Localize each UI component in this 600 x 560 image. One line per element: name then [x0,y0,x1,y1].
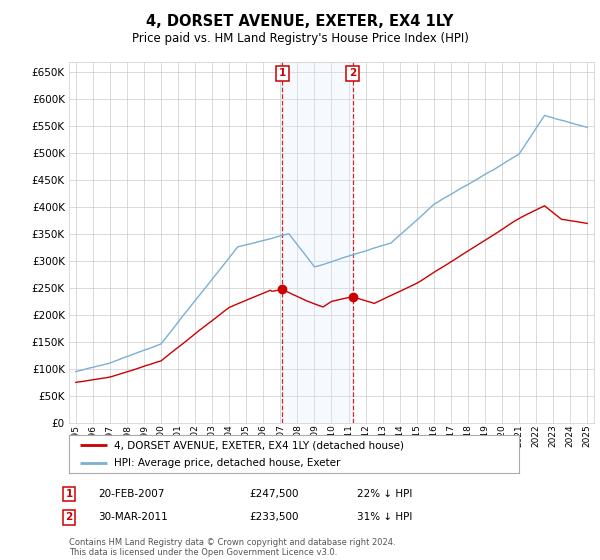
Text: 30-MAR-2011: 30-MAR-2011 [98,512,167,522]
Text: 4, DORSET AVENUE, EXETER, EX4 1LY: 4, DORSET AVENUE, EXETER, EX4 1LY [146,14,454,29]
Text: 31% ↓ HPI: 31% ↓ HPI [357,512,412,522]
Text: 2: 2 [349,68,356,78]
Text: 1: 1 [65,489,73,499]
Text: 22% ↓ HPI: 22% ↓ HPI [357,489,412,499]
Text: Price paid vs. HM Land Registry's House Price Index (HPI): Price paid vs. HM Land Registry's House … [131,31,469,45]
Text: 1: 1 [279,68,286,78]
Text: £247,500: £247,500 [249,489,299,499]
Text: HPI: Average price, detached house, Exeter: HPI: Average price, detached house, Exet… [114,458,340,468]
Text: 4, DORSET AVENUE, EXETER, EX4 1LY (detached house): 4, DORSET AVENUE, EXETER, EX4 1LY (detac… [114,440,404,450]
Bar [283,62,353,423]
Text: Contains HM Land Registry data © Crown copyright and database right 2024.
This d: Contains HM Land Registry data © Crown c… [69,538,395,557]
Text: £233,500: £233,500 [249,512,299,522]
Text: 20-FEB-2007: 20-FEB-2007 [98,489,164,499]
Text: 2: 2 [65,512,73,522]
